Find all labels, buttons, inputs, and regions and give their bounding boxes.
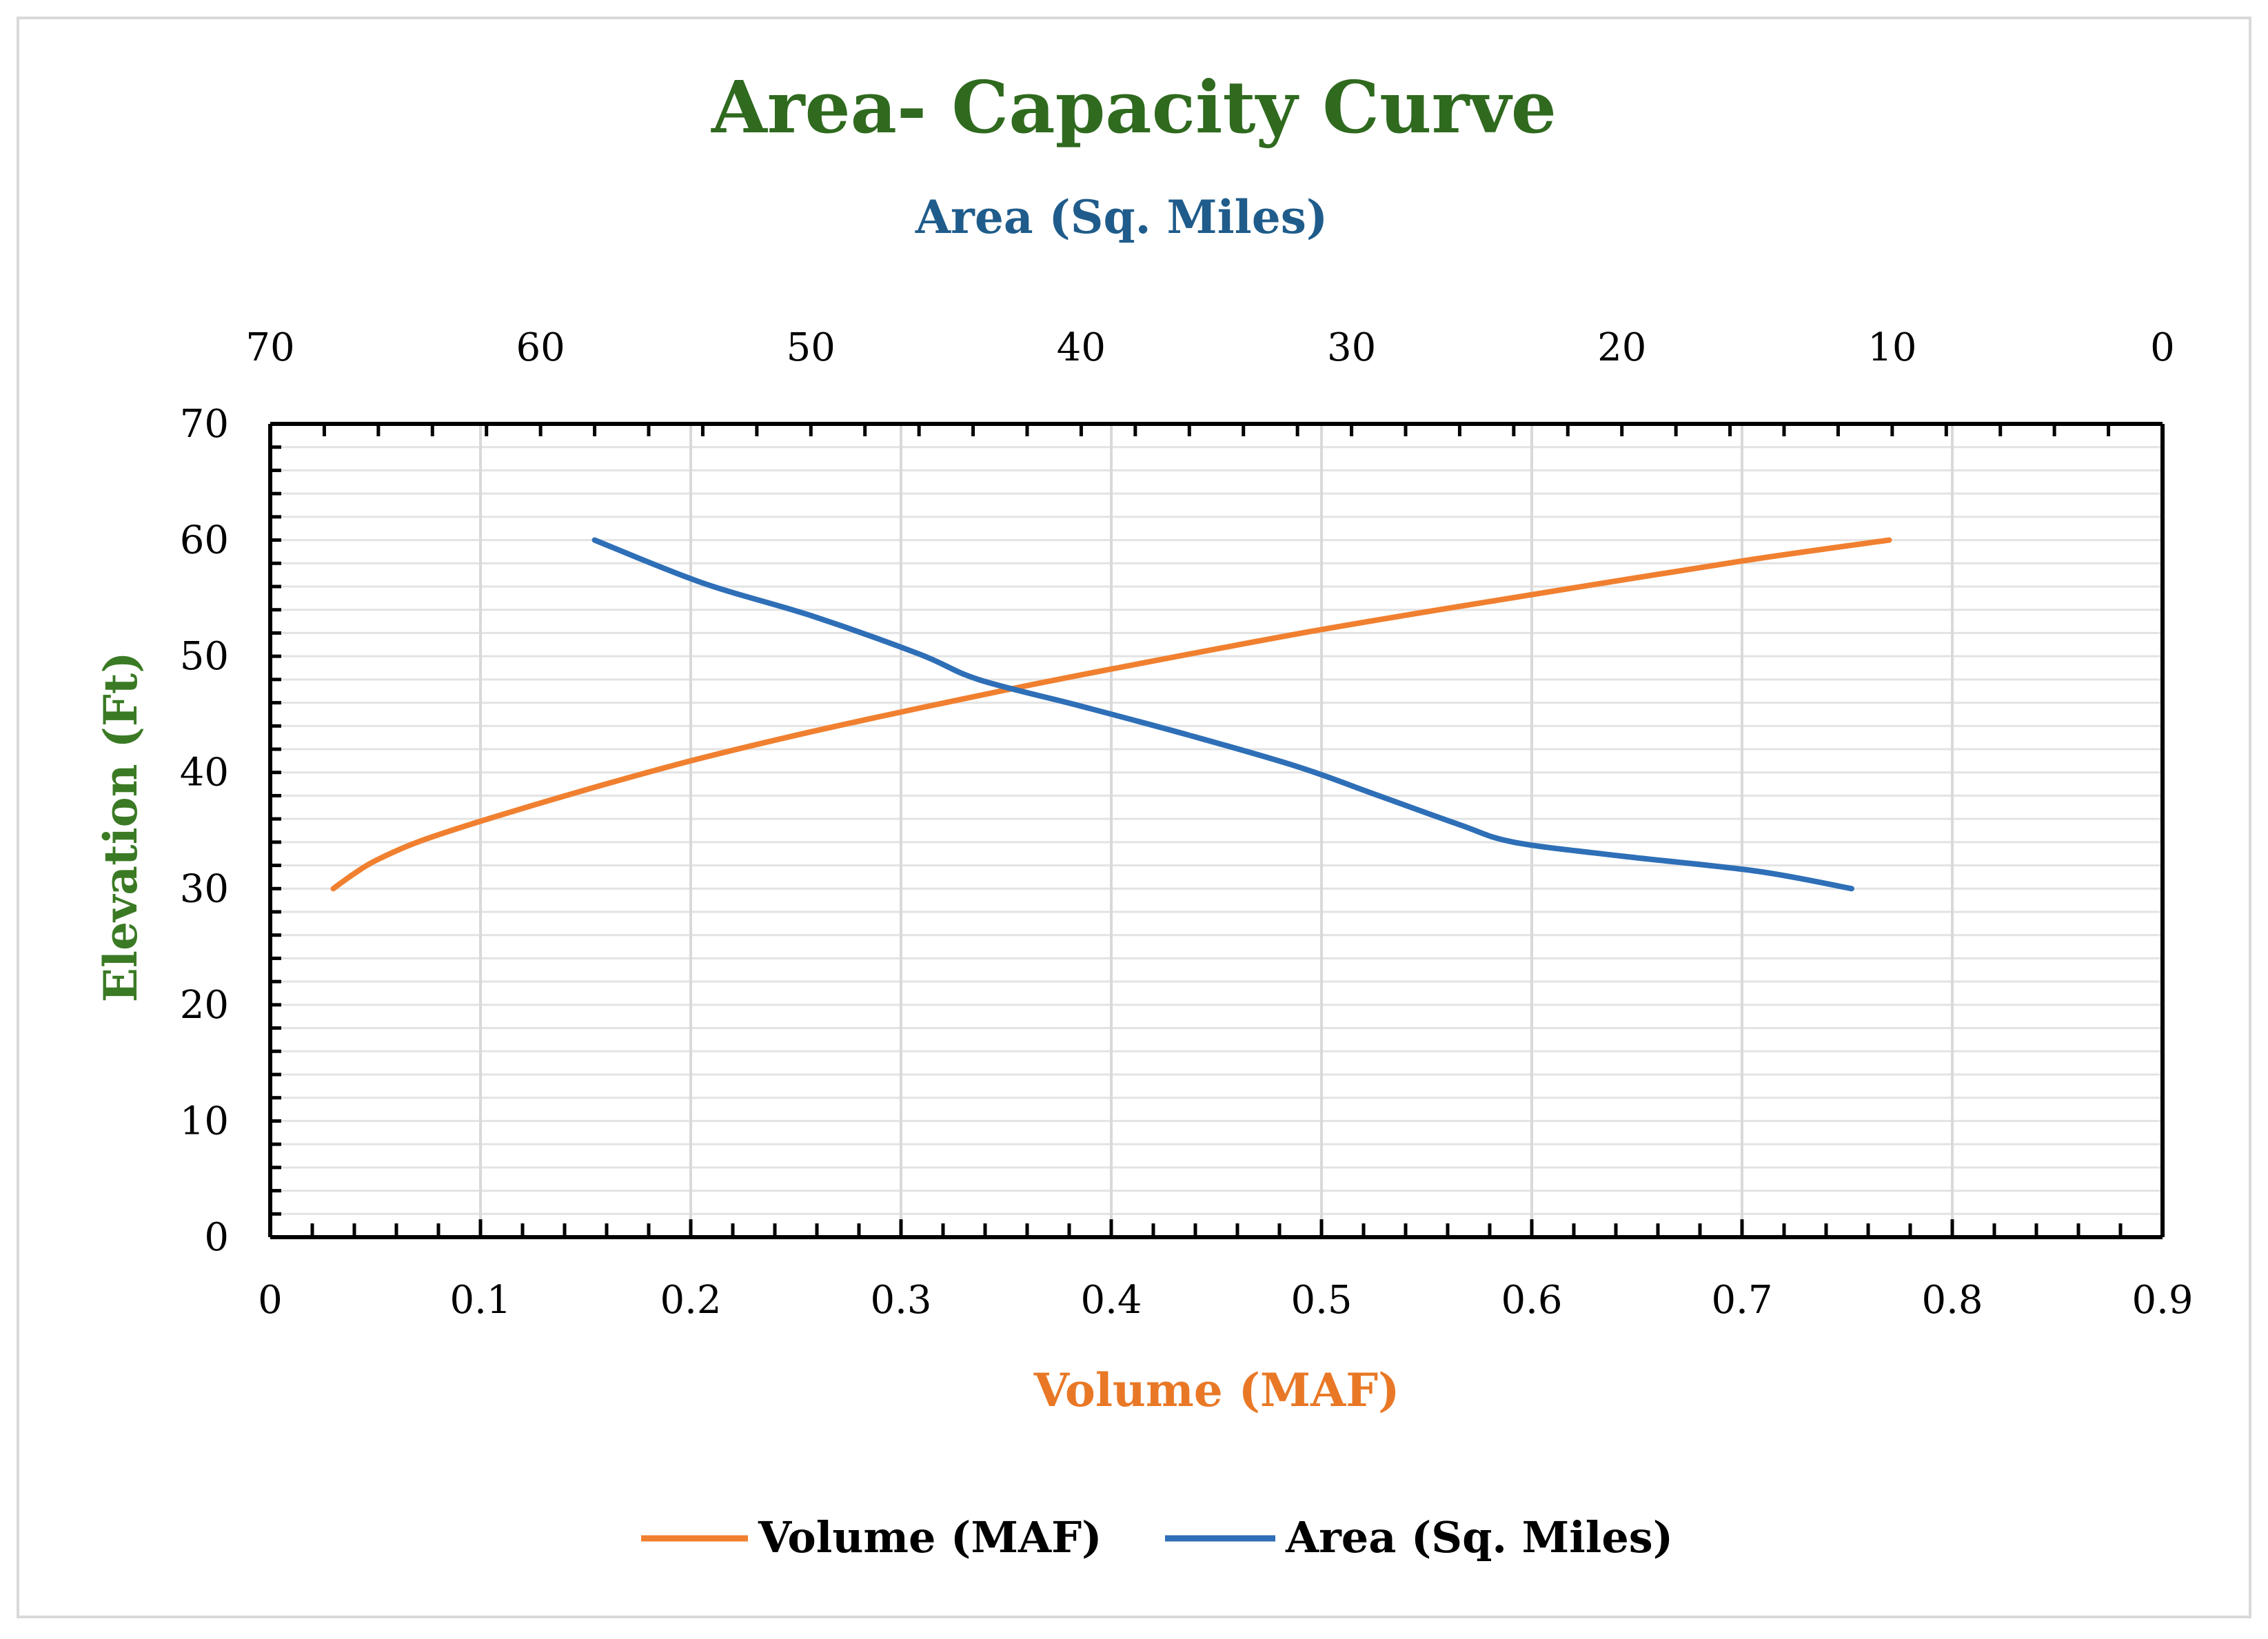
x-tick-label: 0.3 (870, 1278, 931, 1323)
legend-label-area: Area (Sq. Miles) (1285, 1512, 1673, 1562)
y-tick-label: 10 (180, 1099, 229, 1143)
x2-tick-label: 30 (1327, 325, 1376, 370)
y-tick-label: 20 (180, 983, 229, 1028)
y-tick-label: 30 (180, 866, 229, 911)
series-line-area (591, 537, 1854, 892)
x-tick-label: 0.2 (660, 1278, 721, 1323)
elevation-axis-title: Elevation (Ft) (94, 652, 148, 1003)
area-axis-title: Area (Sq. Miles) (915, 190, 1328, 244)
chart-frame (17, 17, 2251, 1618)
x2-tick-label: 0 (2150, 325, 2175, 370)
x2-tick-label: 20 (1597, 325, 1646, 370)
x-tick-label: 0 (258, 1278, 283, 1323)
legend-label-volume: Volume (MAF) (758, 1512, 1102, 1562)
x2-tick-label: 70 (245, 325, 294, 370)
y-tick-label: 50 (180, 634, 229, 679)
y-tick-label: 60 (180, 518, 229, 563)
x-tick-label: 0.8 (1921, 1278, 1983, 1323)
x-tick-label: 0.9 (2132, 1278, 2193, 1323)
axes-layer (268, 422, 2165, 1239)
series-layer (330, 537, 1892, 892)
x2-tick-label: 50 (787, 325, 836, 370)
series-line-volume (330, 537, 1892, 892)
x2-tick-label: 10 (1867, 325, 1916, 370)
y-tick-label: 0 (204, 1215, 229, 1260)
x-tick-label: 0.5 (1290, 1278, 1352, 1323)
y-tick-label: 70 (180, 402, 229, 447)
chart-title: Area- Capacity Curve (711, 65, 1557, 150)
labels-layer: 0 0.1 0.2 0.3 0.4 0.5 0.6 0.7 0.8 0.9 70 60 50 40 30 20… (180, 325, 2194, 1323)
x2-tick-label: 60 (516, 325, 565, 370)
x2-tick-label: 40 (1057, 325, 1106, 370)
volume-axis-title: Volume (MAF) (1033, 1363, 1400, 1417)
grid-layer (270, 424, 2163, 1237)
x-tick-label: 0.6 (1501, 1278, 1562, 1323)
legend: Volume (MAF) Area (Sq. Miles) (641, 1512, 1673, 1562)
x-tick-label: 0.7 (1711, 1278, 1772, 1323)
x-tick-label: 0.4 (1080, 1278, 1142, 1323)
y-tick-label: 40 (180, 751, 229, 795)
x-tick-label: 0.1 (449, 1278, 511, 1323)
